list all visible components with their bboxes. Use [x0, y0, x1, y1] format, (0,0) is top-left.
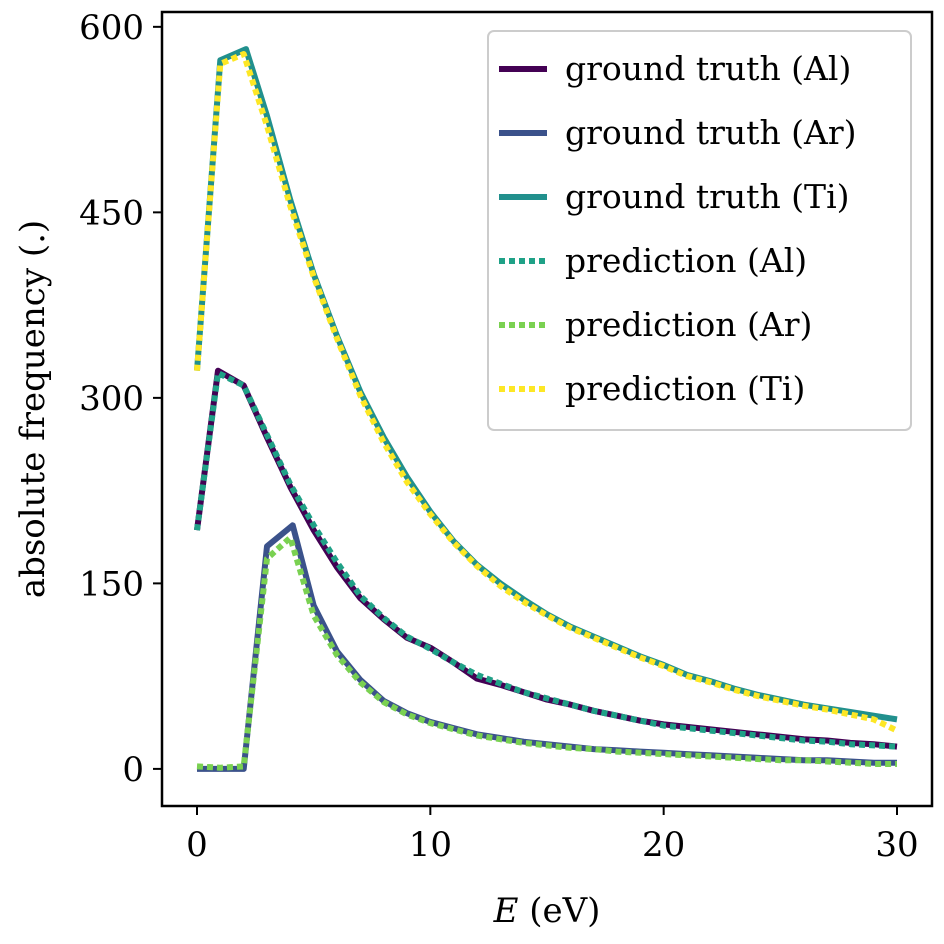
- legend-label-1: ground truth (Ar): [565, 113, 857, 152]
- legend-label-5: prediction (Ti): [565, 369, 805, 408]
- y-tick-label: 150: [79, 564, 144, 604]
- x-axis-label-variable: E: [493, 891, 519, 931]
- y-tick-label: 600: [79, 8, 144, 48]
- x-axis: 0 10 20 30: [186, 806, 919, 865]
- x-tick-label: 10: [409, 825, 452, 865]
- legend-label-0: ground truth (Al): [565, 49, 851, 88]
- series-line-1: [197, 522, 897, 772]
- x-tick-label: 20: [642, 825, 685, 865]
- plot-frame: [160, 10, 934, 808]
- y-tick-label: 0: [122, 750, 144, 790]
- y-axis: 0 150 300 450 600: [79, 8, 162, 790]
- x-tick-label: 0: [186, 825, 208, 865]
- y-tick-label: 300: [79, 379, 144, 419]
- y-tick-label: 450: [79, 193, 144, 233]
- legend-label-2: ground truth (Ti): [565, 177, 850, 216]
- x-axis-label-unit: (eV): [518, 891, 600, 931]
- legend-label-3: prediction (Al): [565, 241, 807, 280]
- legend: ground truth (Al) ground truth (Ar) ground…: [487, 30, 912, 431]
- legend-box: [487, 30, 912, 431]
- series-line-4: [196, 534, 897, 771]
- series-line-3: [194, 370, 898, 750]
- y-axis-label: absolute frequency (.): [13, 220, 53, 598]
- x-axis-label: E (eV): [493, 891, 601, 931]
- legend-label-4: prediction (Ar): [565, 305, 812, 344]
- plot-lines: [194, 46, 899, 772]
- x-tick-label: 30: [875, 825, 918, 865]
